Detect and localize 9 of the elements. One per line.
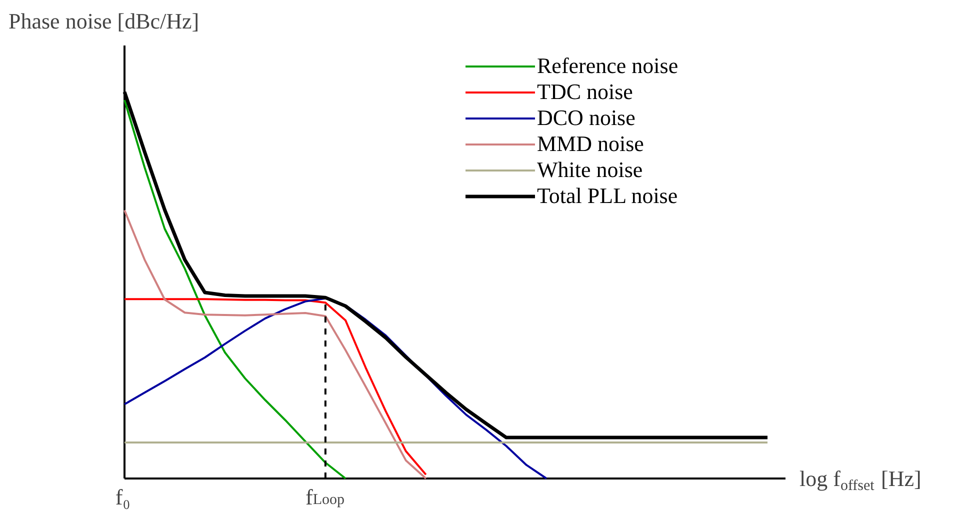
legend-label: White noise [537,157,643,183]
legend-label: MMD noise [537,131,644,157]
legend-label: Total PLL noise [537,183,678,209]
legend-label: TDC noise [537,79,633,105]
legend-label: DCO noise [537,105,636,131]
x-tick-label: f₀ [115,484,130,510]
y-axis-title: Phase noise [dBc/Hz] [8,8,200,34]
x-tick-label: fLoop [306,484,345,510]
legend-label: Reference noise [537,53,678,79]
